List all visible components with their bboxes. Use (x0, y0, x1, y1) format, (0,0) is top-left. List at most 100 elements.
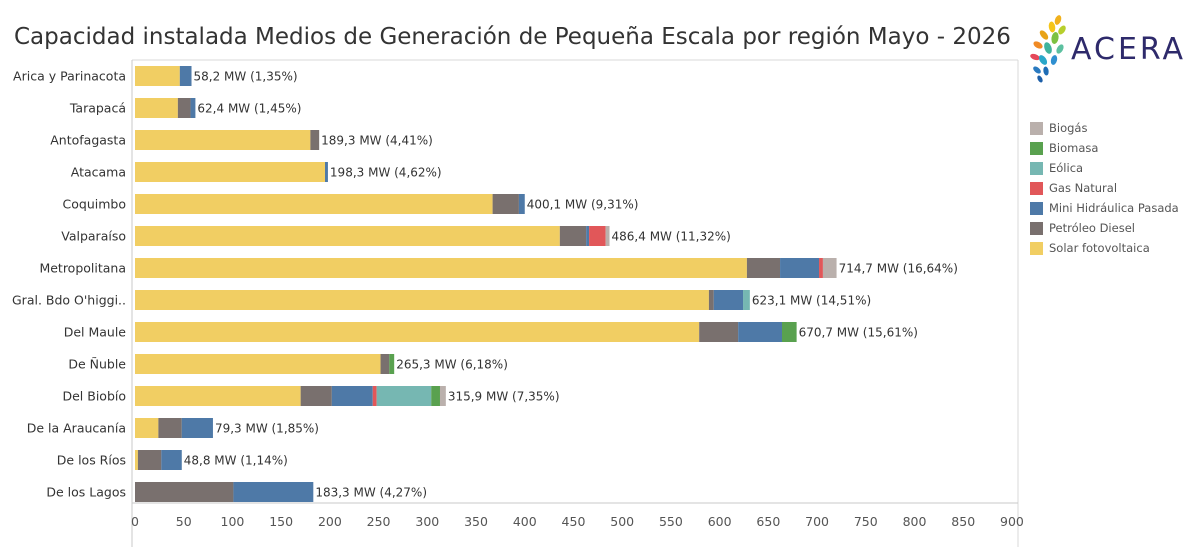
bar-metropolitana-solar-fotovoltaica (135, 258, 747, 278)
bar-del-maule-petroleo-diesel (699, 322, 739, 342)
bar-del-biobio-gas-natural (372, 386, 377, 406)
bar-del-biobio-eolica (376, 386, 432, 406)
bar-gral-bdo-o-higgi-solar-fotovoltaica (135, 290, 709, 310)
legend-swatch-mini-hidraulica-pasada (1030, 201, 1043, 215)
bar-antofagasta-petroleo-diesel (310, 130, 320, 150)
category-label-antofagasta: Antofagasta (50, 133, 126, 148)
bar-tarapaca-petroleo-diesel (177, 98, 191, 118)
x-tick-label-450: 450 (562, 514, 586, 529)
bar-de-los-rios-mini-hidraulica-pasada (161, 450, 182, 470)
data-label-de-los-lagos: 183,3 MW (4,27%) (315, 486, 427, 500)
bar-arica-y-parinacota-solar-fotovoltaica (135, 66, 180, 86)
bar-tarapaca-mini-hidraulica-pasada (190, 98, 196, 118)
legend-item-eolica[interactable]: Eólica (1030, 158, 1195, 178)
bar-metropolitana-biogas (822, 258, 837, 278)
x-tick-label-200: 200 (318, 514, 342, 529)
bar-de-los-lagos-petroleo-diesel (135, 482, 234, 502)
bar-gral-bdo-o-higgi-eolica (743, 290, 750, 310)
data-label-valparaiso: 486,4 MW (11,32%) (612, 230, 731, 244)
data-label-metropolitana: 714,7 MW (16,64%) (839, 262, 958, 276)
category-label-gral-bdo-o-higgi: Gral. Bdo O'higgi.. (12, 293, 126, 308)
legend-item-solar-fotovoltaica[interactable]: Solar fotovoltaica (1030, 238, 1195, 258)
legend-label-mini-hidraulica-pasada: Mini Hidráulica Pasada (1049, 201, 1179, 215)
data-label-coquimbo: 400,1 MW (9,31%) (527, 198, 639, 212)
bar-metropolitana-gas-natural (819, 258, 823, 278)
category-label-valparaiso: Valparaíso (61, 229, 126, 244)
bar-gral-bdo-o-higgi-petroleo-diesel (708, 290, 714, 310)
data-label-de-la-araucania: 79,3 MW (1,85%) (215, 422, 319, 436)
legend-item-mini-hidraulica-pasada[interactable]: Mini Hidráulica Pasada (1030, 198, 1195, 218)
data-label-gral-bdo-o-higgi: 623,1 MW (14,51%) (752, 294, 871, 308)
x-tick-label-400: 400 (513, 514, 537, 529)
x-tick-label-600: 600 (708, 514, 732, 529)
x-tick-label-550: 550 (659, 514, 683, 529)
legend-item-biogas[interactable]: Biogás (1030, 118, 1195, 138)
data-label-arica-y-parinacota: 58,2 MW (1,35%) (194, 70, 298, 84)
x-tick-label-250: 250 (367, 514, 391, 529)
bar-del-maule-mini-hidraulica-pasada (738, 322, 783, 342)
bar-metropolitana-mini-hidraulica-pasada (780, 258, 820, 278)
legend-label-biogas: Biogás (1049, 121, 1088, 135)
x-tick-label-50: 50 (176, 514, 192, 529)
bar-de-la-araucania-petroleo-diesel (158, 418, 182, 438)
bar-del-biobio-petroleo-diesel (300, 386, 332, 406)
legend-label-petroleo-diesel: Petróleo Diesel (1049, 221, 1135, 235)
legend-swatch-eolica (1030, 161, 1043, 175)
bar-arica-y-parinacota-mini-hidraulica-pasada (179, 66, 192, 86)
legend-label-biomasa: Biomasa (1049, 141, 1099, 155)
data-label-atacama: 198,3 MW (4,62%) (330, 166, 442, 180)
bar-coquimbo-mini-hidraulica-pasada (518, 194, 525, 214)
bar-coquimbo-petroleo-diesel (492, 194, 519, 214)
category-label-de-la-araucania: De la Araucanía (27, 421, 126, 436)
x-tick-label-100: 100 (221, 514, 245, 529)
bar-metropolitana-petroleo-diesel (746, 258, 781, 278)
x-tick-label-800: 800 (903, 514, 927, 529)
category-label-de-nuble: De Ñuble (68, 357, 126, 372)
bar-de-la-araucania-mini-hidraulica-pasada (181, 418, 213, 438)
bar-del-biobio-solar-fotovoltaica (135, 386, 301, 406)
bar-del-biobio-mini-hidraulica-pasada (331, 386, 373, 406)
legend-item-petroleo-diesel[interactable]: Petróleo Diesel (1030, 218, 1195, 238)
legend-item-biomasa[interactable]: Biomasa (1030, 138, 1195, 158)
bar-de-los-rios-petroleo-diesel (137, 450, 162, 470)
legend-swatch-petroleo-diesel (1030, 221, 1043, 235)
bar-antofagasta-solar-fotovoltaica (135, 130, 311, 150)
bar-tarapaca-solar-fotovoltaica (135, 98, 178, 118)
bar-del-maule-solar-fotovoltaica (135, 322, 700, 342)
x-tick-label-900: 900 (1000, 514, 1024, 529)
chart-legend: Biogás Biomasa Eólica Gas Natural Mini Hidrá… (1030, 118, 1195, 258)
x-tick-label-850: 850 (951, 514, 975, 529)
chart-title: Capacidad instalada Medios de Generación… (14, 24, 1011, 50)
bar-atacama-solar-fotovoltaica (135, 162, 326, 182)
category-label-del-biobio: Del Biobío (62, 389, 126, 404)
data-label-del-biobio: 315,9 MW (7,35%) (448, 390, 560, 404)
bar-de-nuble-biomasa (389, 354, 395, 374)
bar-valparaiso-solar-fotovoltaica (135, 226, 560, 246)
bar-del-biobio-biogas (439, 386, 446, 406)
bar-de-la-araucania-solar-fotovoltaica (135, 418, 159, 438)
x-tick-label-750: 750 (854, 514, 878, 529)
data-label-de-los-rios: 48,8 MW (1,14%) (184, 454, 288, 468)
legend-label-eolica: Eólica (1049, 161, 1084, 175)
legend-label-gas-natural: Gas Natural (1049, 181, 1118, 195)
x-tick-label-650: 650 (756, 514, 780, 529)
bar-de-los-rios-solar-fotovoltaica (135, 450, 138, 470)
category-label-atacama: Atacama (71, 165, 126, 180)
category-label-arica-y-parinacota: Arica y Parinacota (13, 69, 126, 84)
x-tick-label-700: 700 (805, 514, 829, 529)
bar-gral-bdo-o-higgi-mini-hidraulica-pasada (713, 290, 744, 310)
x-tick-label-300: 300 (415, 514, 439, 529)
category-label-coquimbo: Coquimbo (63, 197, 126, 212)
bar-del-maule-biomasa (782, 322, 797, 342)
bar-coquimbo-solar-fotovoltaica (135, 194, 493, 214)
legend-swatch-gas-natural (1030, 181, 1043, 195)
bar-valparaiso-petroleo-diesel (559, 226, 587, 246)
category-label-del-maule: Del Maule (64, 325, 127, 340)
x-tick-label-350: 350 (464, 514, 488, 529)
legend-item-gas-natural[interactable]: Gas Natural (1030, 178, 1195, 198)
x-tick-label-150: 150 (269, 514, 293, 529)
bar-valparaiso-mini-hidraulica-pasada (586, 226, 590, 246)
bar-de-nuble-petroleo-diesel (380, 354, 390, 374)
legend-swatch-biomasa (1030, 141, 1043, 155)
